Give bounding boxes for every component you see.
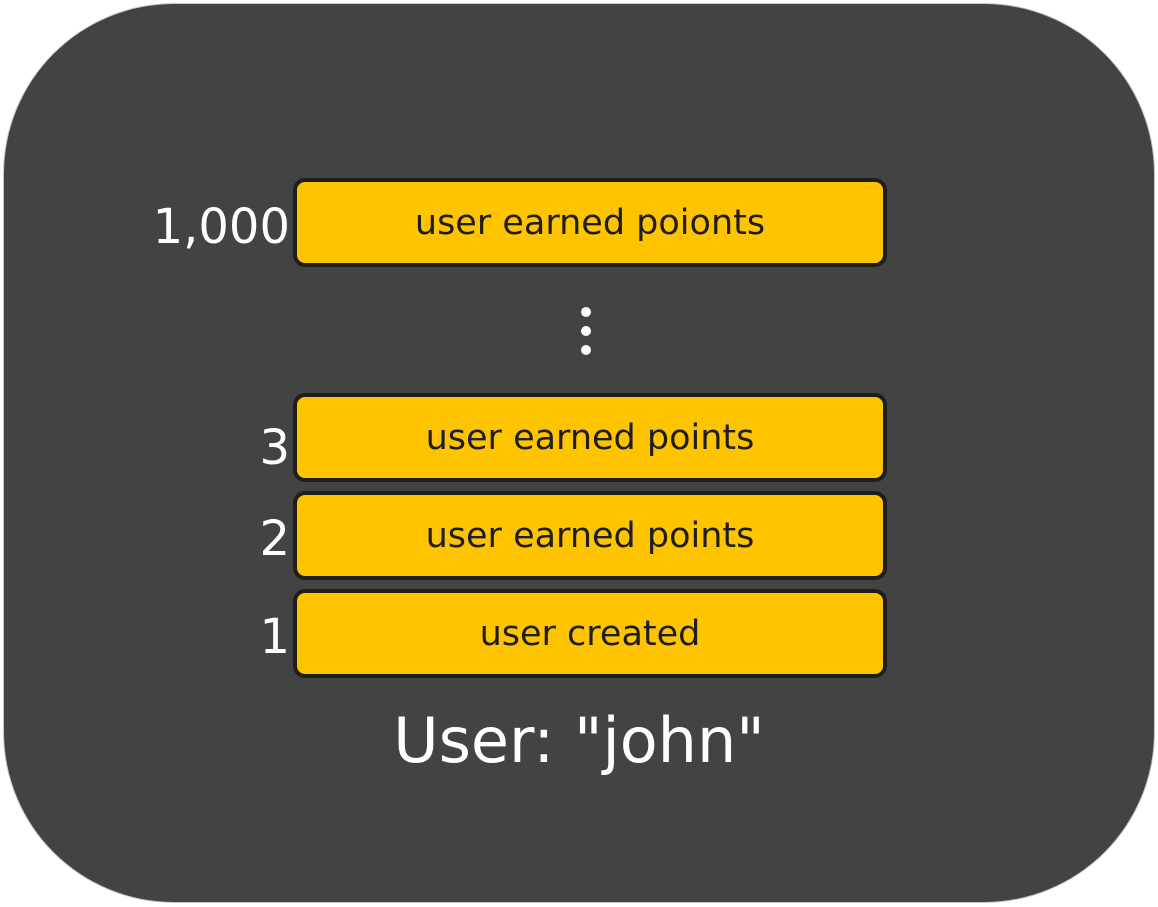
vertical-ellipsis-icon: [577, 307, 593, 357]
event-box: user created: [293, 589, 887, 678]
event-sequence-number: 3: [259, 420, 290, 476]
event-label: user earned poionts: [414, 202, 766, 243]
event-sequence-number: 1,000: [152, 199, 290, 255]
event-sequence-number: 1: [259, 609, 290, 665]
event-sequence-number: 2: [259, 511, 290, 567]
event-box: user earned points: [293, 491, 887, 580]
event-label: user created: [479, 613, 701, 654]
event-label: user earned points: [425, 515, 755, 556]
event-box: user earned points: [293, 393, 887, 482]
event-label: user earned points: [425, 417, 755, 458]
user-label: User: "john": [393, 704, 765, 777]
event-box: user earned poionts: [293, 178, 887, 267]
